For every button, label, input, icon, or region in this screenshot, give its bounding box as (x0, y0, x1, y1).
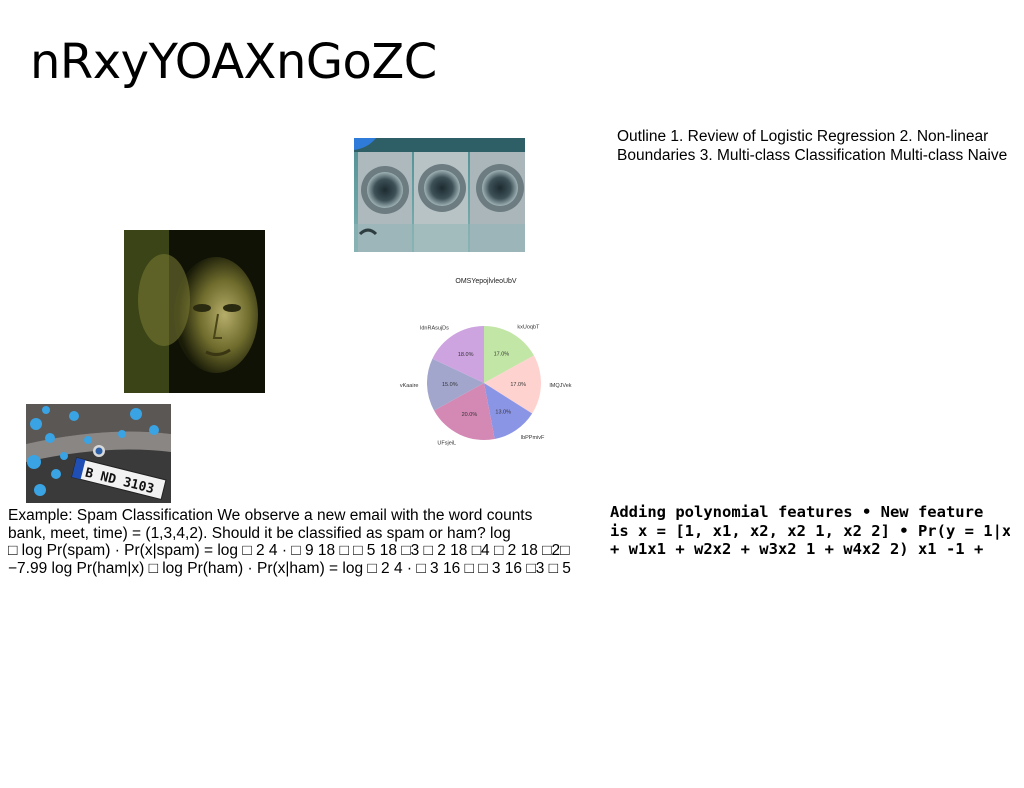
chart-title: OMSYepojlvleoUbV (455, 278, 517, 285)
pie-slice-lbPPmivF (484, 383, 533, 439)
pie-category-label: UFsjeiL (437, 440, 456, 446)
pie-category-label: vKaaire (400, 383, 419, 389)
polynomial-features-text: Adding polynomial features • New feature… (610, 503, 1010, 559)
portrait-illustration (124, 230, 265, 393)
outline-text: Outline 1. Review of Logistic Regression… (617, 128, 1024, 165)
poly-line: Adding polynomial features • New feature (610, 503, 984, 521)
outline-line: Boundaries 3. Multi-class Classification… (617, 146, 1008, 164)
slide-title: nRxyYOAXnGoZC (30, 34, 437, 90)
example-line: Example: Spam Classification We observe … (8, 507, 533, 524)
pie-slice-vKaaire (427, 358, 484, 411)
pie-value-label: 20.0% (462, 412, 478, 418)
pie-category-label: kxUoqbT (517, 325, 540, 331)
poly-line: is x = [1, x1, x2, x2 1, x2 2] • Pr(y = … (610, 521, 1010, 540)
pie-slice-kxUoqbT (484, 326, 534, 383)
pie-slice-UFsjeiL (434, 383, 495, 440)
washing-machines-illustration (354, 138, 525, 252)
pie-value-label: 13.0% (495, 409, 511, 415)
pie-slice-lMQJVek (484, 355, 541, 414)
example-line: □ log Pr(spam) · Pr(x|spam) = log □ 2 4 … (8, 542, 570, 559)
pie-chart-svg: OMSYepojlvleoUbV 17.0% kxUoqbT 17.0% lMQJVe… (400, 278, 572, 446)
face-portrait-photo (124, 230, 265, 393)
pie-category-label: ldnRAsujDs (420, 326, 449, 332)
example-text: Example: Spam Classification We observe … (8, 507, 583, 577)
car-illustration: B ND 3103 (26, 404, 171, 503)
pie-value-label: 17.0% (494, 352, 510, 358)
pie-slice-ldnRAsujDs (432, 326, 484, 383)
pie-value-label: 18.0% (458, 352, 474, 358)
pie-chart: OMSYepojlvleoUbV 17.0% kxUoqbT 17.0% lMQJVe… (396, 268, 576, 473)
example-line: bank, meet, time) = (1,3,4,2). Should it… (8, 524, 511, 542)
car-license-plate-photo: B ND 3103 (26, 404, 171, 503)
washing-machines-photo (354, 138, 525, 252)
pie-category-label: lMQJVek (550, 383, 572, 389)
pie-category-label: lbPPmivF (521, 435, 545, 441)
pie-value-label: 17.0% (510, 382, 526, 388)
example-line: −7.99 log Pr(ham|x) □ log Pr(ham) · Pr(x… (8, 559, 571, 577)
pie-value-label: 15.0% (442, 382, 458, 388)
poly-line: + w1x1 + w2x2 + w3x2 1 + w4x2 2) x1 -1 + (610, 540, 984, 558)
outline-line: Outline 1. Review of Logistic Regression… (617, 128, 989, 145)
